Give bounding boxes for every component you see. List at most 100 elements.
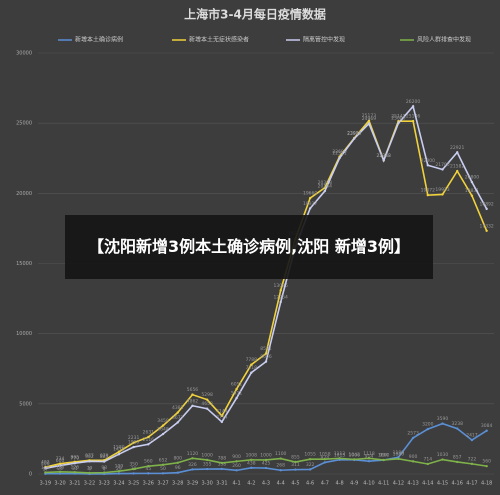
x-tick-label: 3-25 (128, 481, 139, 487)
y-tick-label: 5000 (19, 401, 32, 407)
data-label: 29 (116, 466, 122, 472)
data-point (308, 196, 312, 200)
data-point (73, 461, 76, 465)
data-label: 4 (103, 466, 106, 472)
x-tick-label: 4-13 (407, 481, 418, 487)
data-label: 857 (453, 454, 462, 460)
data-point (264, 352, 268, 355)
data-label: 268 (276, 463, 285, 469)
data-point (132, 445, 135, 449)
data-point (411, 119, 415, 123)
data-point (147, 435, 150, 439)
data-label: 770 (70, 456, 79, 462)
data-point (161, 463, 165, 467)
data-point (264, 360, 268, 363)
data-label: 3590 (437, 416, 449, 422)
x-tick-label: 4-7 (321, 481, 329, 487)
data-point (456, 169, 459, 173)
data-point (426, 462, 430, 466)
data-point (44, 467, 47, 470)
data-label: 979 (100, 453, 109, 459)
data-point (456, 427, 459, 430)
data-label: 22000 (421, 158, 435, 164)
data-point (441, 193, 444, 196)
data-label: 425 (262, 461, 271, 467)
data-point (88, 460, 91, 463)
data-label: 21582 (450, 164, 464, 170)
data-point (147, 472, 150, 475)
data-point (250, 458, 253, 462)
data-label: 7788 (246, 357, 258, 363)
y-tick-label: 25000 (16, 121, 32, 127)
data-point (323, 457, 327, 461)
data-point (323, 461, 327, 464)
data-label: 7218 (246, 365, 258, 371)
data-label: 158 (56, 464, 65, 470)
data-label: 23900 (347, 131, 361, 137)
data-point (485, 207, 488, 211)
x-tick-label: 4-4 (277, 481, 285, 487)
data-label: 24 (57, 466, 63, 472)
data-point (44, 471, 47, 474)
data-point (470, 194, 474, 197)
data-label: 1008 (246, 452, 258, 458)
data-label: 2848 (157, 427, 169, 433)
data-point (279, 289, 282, 292)
data-label: 4381 (172, 405, 184, 411)
data-label: 5411 (231, 391, 243, 397)
data-point (367, 457, 371, 460)
data-label: 3714 (216, 414, 228, 420)
data-label: 358 (218, 461, 227, 467)
data-point (308, 457, 312, 461)
data-label: 560 (482, 459, 491, 465)
data-label: 22342 (377, 153, 391, 159)
data-label: 2417 (466, 433, 478, 439)
data-point (147, 464, 150, 468)
data-label: 45 (145, 466, 151, 472)
data-point (308, 468, 312, 471)
data-point (117, 470, 121, 473)
y-tick-label: 30000 (16, 51, 32, 57)
data-label: 4653 (201, 401, 213, 407)
data-label: 3084 (481, 423, 493, 429)
legend-label: 隔离管控中发现 (303, 36, 345, 44)
data-label: 18927 (303, 201, 317, 207)
x-tick-label: 4-5 (291, 481, 299, 487)
data-point (485, 464, 488, 468)
data-label: 25173 (362, 113, 376, 119)
legend-label: 新增本土确诊病例 (75, 36, 123, 44)
x-tick-label: 3-23 (99, 481, 110, 487)
data-point (411, 460, 415, 463)
data-label: 17332 (479, 223, 493, 229)
x-tick-label: 4-10 (363, 481, 374, 487)
data-label: 1030 (437, 452, 449, 458)
data-point (338, 457, 341, 460)
data-point (382, 458, 385, 462)
data-label: 902 (85, 454, 94, 460)
x-tick-label: 3-27 (157, 481, 168, 487)
overlay-banner: 【沈阳新增3例本土确诊病例,沈阳 新增3例】 (65, 215, 433, 279)
data-point (485, 229, 488, 232)
data-point (235, 460, 238, 463)
data-point (264, 466, 268, 470)
data-label: 19923 (435, 187, 449, 193)
data-point (441, 458, 444, 461)
data-label: 79 (87, 465, 93, 471)
data-point (411, 436, 415, 440)
data-point (353, 458, 356, 461)
data-label: 8006 (260, 354, 272, 360)
x-tick-label: 3-26 (143, 481, 154, 487)
data-point (367, 119, 371, 122)
data-point (294, 460, 297, 464)
data-point (470, 462, 474, 466)
data-point (161, 424, 165, 427)
y-tick-label: 0 (29, 472, 32, 478)
data-point (102, 460, 106, 463)
data-label: 20398 (318, 180, 332, 186)
data-label: 714 (424, 456, 433, 462)
data-label: 1043 (349, 452, 361, 458)
data-label: 3200 (422, 422, 434, 428)
data-label: 8581 (260, 346, 272, 352)
data-label: 1919 (128, 440, 140, 446)
data-label: 4144 (216, 408, 228, 414)
